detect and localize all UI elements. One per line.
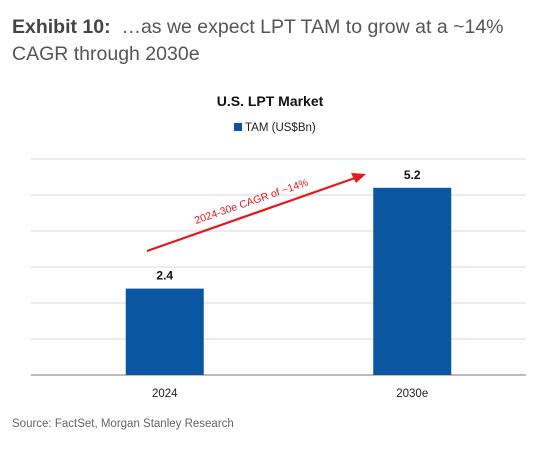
source-note: Source: FactSet, Morgan Stanley Research — [12, 418, 234, 430]
bar-2024 — [125, 288, 204, 375]
exhibit-title: …as we expect LPT TAM to grow at a ~14% … — [12, 16, 504, 65]
legend: TAM (US$Bn) — [234, 122, 316, 134]
x-tick-label-2024: 2024 — [152, 388, 178, 400]
exhibit-heading: Exhibit 10: …as we expect LPT TAM to gro… — [12, 14, 532, 68]
cagr-label: 2024-30e CAGR of ~14% — [193, 177, 310, 227]
x-tick-label-2030e: 2030e — [396, 388, 428, 400]
cagr-annotation: 2024-30e CAGR of ~14% — [146, 173, 366, 253]
bars: 2.4 2024 5.2 2030e — [125, 168, 452, 400]
exhibit-label: Exhibit 10: — [12, 16, 111, 38]
legend-label: TAM (US$Bn) — [245, 122, 316, 134]
data-label-2024: 2.4 — [156, 269, 173, 283]
cagr-arrowhead — [351, 173, 366, 183]
data-label-2030e: 5.2 — [404, 168, 421, 182]
bar-2030e — [373, 187, 452, 375]
legend-swatch — [234, 123, 242, 131]
chart-title: U.S. LPT Market — [217, 93, 324, 109]
cagr-arrow — [146, 176, 356, 253]
